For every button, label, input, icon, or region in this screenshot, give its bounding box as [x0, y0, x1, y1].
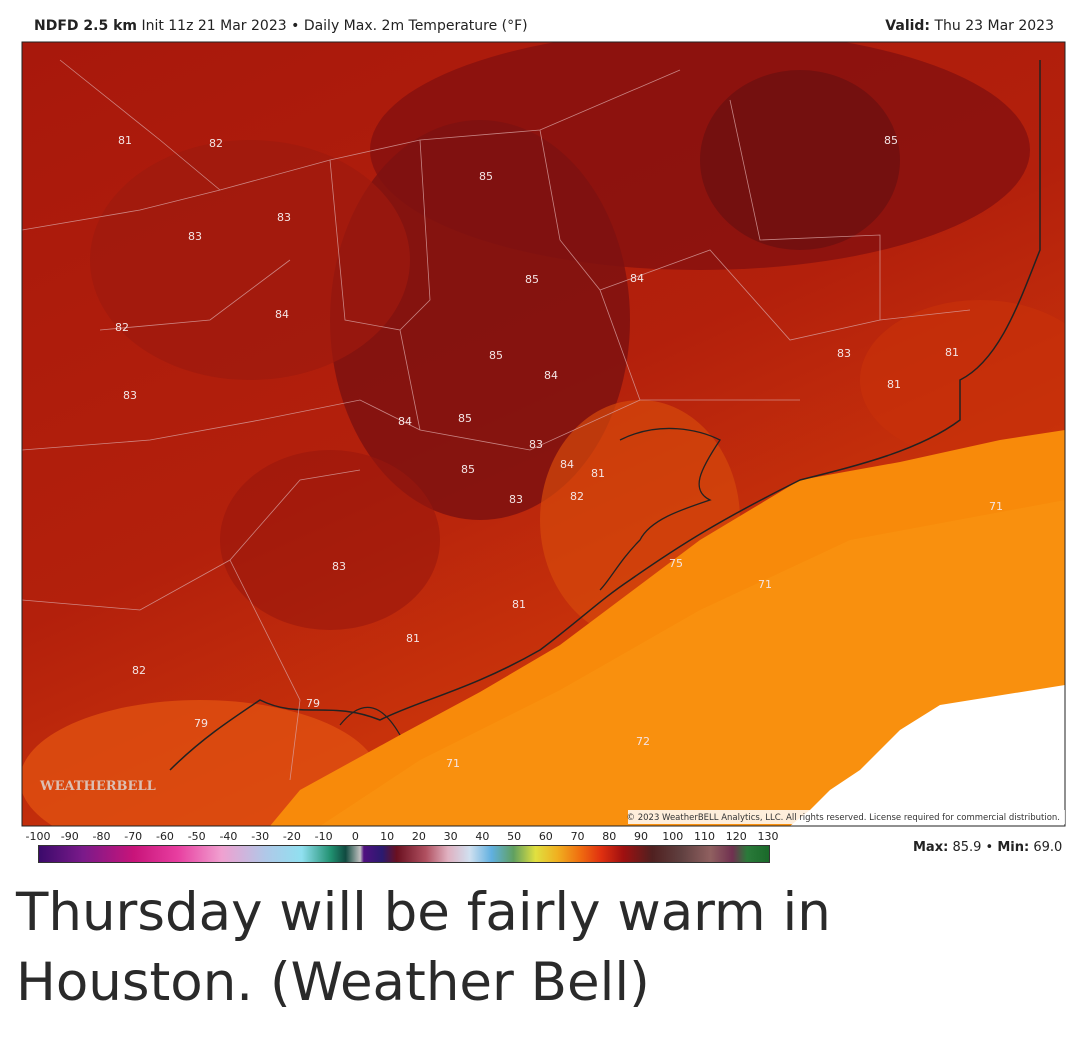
colorbar-tick-label: -10: [315, 830, 333, 843]
temp-label: 85: [479, 170, 493, 183]
colorbar-tick-label: 0: [352, 830, 359, 843]
temp-label: 82: [570, 490, 584, 503]
stats: Max: 85.9 • Min: 69.0: [913, 840, 1062, 855]
temp-label: 83: [123, 389, 137, 402]
colorbar-tick-label: 40: [475, 830, 489, 843]
temp-label: 85: [458, 412, 472, 425]
min-label: Min:: [997, 840, 1030, 855]
colorbar-tick-label: 30: [444, 830, 458, 843]
temp-label: 85: [884, 134, 898, 147]
colorbar-tick-label: 130: [758, 830, 779, 843]
colorbar: [38, 845, 770, 863]
temp-label: 71: [446, 757, 460, 770]
temp-label: 85: [525, 273, 539, 286]
watermark: WEATHERBELL: [39, 779, 156, 794]
copyright: © 2023 WeatherBELL Analytics, LLC. All r…: [627, 813, 1060, 823]
temp-label: 71: [758, 578, 772, 591]
valid: Valid: Thu 23 Mar 2023: [885, 18, 1054, 34]
temp-label: 83: [837, 347, 851, 360]
temp-label: 83: [188, 230, 202, 243]
colorbar-tick-label: -70: [124, 830, 142, 843]
separator: •: [291, 18, 300, 34]
colorbar-tick-label: 60: [539, 830, 553, 843]
temp-label: 81: [118, 134, 132, 147]
colorbar-tick-label: 90: [634, 830, 648, 843]
temp-label: 71: [989, 500, 1003, 513]
header: NDFD 2.5 km Init 11z 21 Mar 2023 • Daily…: [34, 18, 1054, 34]
temp-label: 83: [332, 560, 346, 573]
min-value: 69.0: [1033, 840, 1063, 855]
temp-label: 79: [194, 717, 208, 730]
colorbar-tick-label: -50: [188, 830, 206, 843]
colorbar-tick-label: 70: [571, 830, 585, 843]
colorbar-tick-label: -100: [26, 830, 51, 843]
temp-label: 84: [398, 415, 412, 428]
init: Init 11z 21 Mar 2023: [141, 18, 287, 34]
colorbar-tick-label: -60: [156, 830, 174, 843]
temp-label: 81: [945, 346, 959, 359]
temp-label: 83: [529, 438, 543, 451]
temp-label: 85: [489, 349, 503, 362]
temp-label: 84: [544, 369, 558, 382]
temp-label: 82: [132, 664, 146, 677]
colorbar-tick-label: 10: [380, 830, 394, 843]
colorbar-tick-label: -90: [61, 830, 79, 843]
caption: Thursday will be fairly warm in Houston.…: [16, 882, 831, 1013]
colorbar-tick-label: -20: [283, 830, 301, 843]
temp-label: 84: [560, 458, 574, 471]
field: Daily Max. 2m Temperature (°F): [303, 18, 528, 34]
model: NDFD 2.5 km: [34, 18, 137, 34]
temp-label: 84: [275, 308, 289, 321]
colorbar-tick-label: 110: [694, 830, 715, 843]
temp-label: 82: [209, 137, 223, 150]
colorbar-tick-label: 50: [507, 830, 521, 843]
temp-label: 83: [509, 493, 523, 506]
temp-label: 81: [591, 467, 605, 480]
colorbar-tick-label: 80: [602, 830, 616, 843]
colorbar-tick-label: -80: [92, 830, 110, 843]
separator: •: [985, 840, 994, 855]
temp-label: 85: [461, 463, 475, 476]
colorbar-tick-label: -40: [219, 830, 237, 843]
max-label: Max:: [913, 840, 949, 855]
temp-label: 72: [636, 735, 650, 748]
colorbar-tick-label: 20: [412, 830, 426, 843]
colorbar-tick-label: 100: [662, 830, 683, 843]
temp-label: 75: [669, 557, 683, 570]
temp-label: 81: [887, 378, 901, 391]
temp-label: 82: [115, 321, 129, 334]
max-value: 85.9: [952, 840, 982, 855]
valid-date: Thu 23 Mar 2023: [934, 18, 1054, 34]
temp-label: 83: [277, 211, 291, 224]
temp-label: 81: [406, 632, 420, 645]
temp-label: 84: [630, 272, 644, 285]
valid-label: Valid:: [885, 18, 931, 34]
colorbar-tick-label: 120: [726, 830, 747, 843]
colorbar-tick-label: -30: [251, 830, 269, 843]
temp-label: 79: [306, 697, 320, 710]
temp-label: 81: [512, 598, 526, 611]
